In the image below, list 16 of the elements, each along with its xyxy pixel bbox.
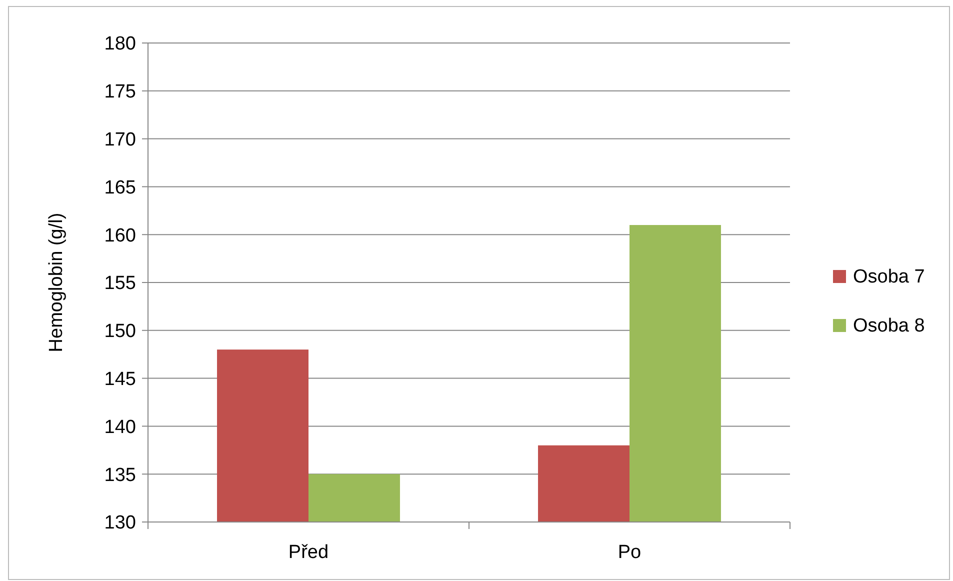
y-tick-label: 140 — [104, 416, 136, 438]
y-tick-label: 155 — [104, 273, 136, 294]
y-tick-label: 130 — [104, 512, 136, 534]
y-axis-title: Hemoglobin (g/l) — [46, 212, 67, 352]
legend-label: Osoba 7 — [853, 266, 925, 288]
y-tick-label: 150 — [104, 321, 136, 342]
y-tick-label: 175 — [104, 82, 136, 103]
x-tick-label: Před — [288, 542, 329, 563]
y-tick-label: 165 — [104, 177, 136, 198]
y-tick-label: 135 — [104, 464, 136, 486]
y-tick-label: 145 — [104, 368, 136, 390]
y-tick-label: 170 — [104, 129, 136, 150]
legend-label: Osoba 8 — [853, 316, 925, 337]
x-tick-label: Po — [618, 542, 642, 563]
y-tick-label: 160 — [104, 225, 136, 246]
y-tick-label: 180 — [104, 34, 136, 55]
